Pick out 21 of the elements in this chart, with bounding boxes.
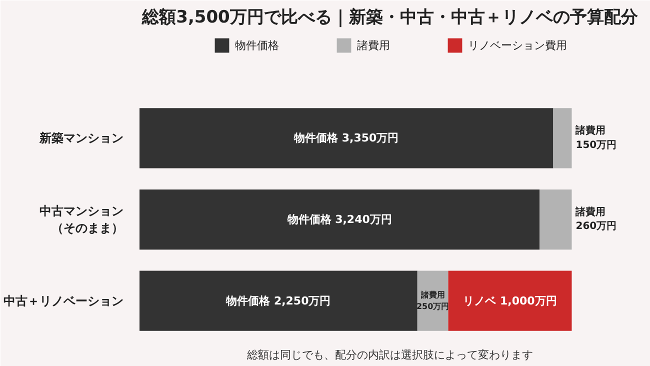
y-tick-label: 中古＋リノベーション [4,294,124,308]
data-label: 諸費用 150万円 [574,124,617,151]
data-label: 物件価格 3,240万円 [286,213,392,226]
legend-label: リノベーション費用 [468,38,567,52]
legend-label: 物件価格 [235,38,279,52]
data-label: 物件価格 2,250万円 [225,294,331,308]
bar [140,189,540,250]
bar [140,270,418,331]
legend-label: 諸費用 [357,38,390,52]
text: 総額は同じでも、配分の内訳は選択肢によって変わります [246,348,533,362]
y-tick-label: 中古マンション（そのまま） [40,204,124,235]
data-label: 諸費用 260万円 [574,206,617,232]
chart-title: 総額3,500万円で比べる｜新築・中古・中古＋リノベの予算配分 [141,8,639,28]
bar [140,108,554,168]
data-label: 物件価格 3,350万円 [293,132,399,145]
data-label: 諸費用 250万円 [416,290,450,312]
bar [540,189,572,250]
bar [553,108,572,168]
data-label: リノベ 1,000万円 [463,294,557,308]
y-tick-label: 新築マンション [38,131,124,146]
bar [448,270,572,331]
